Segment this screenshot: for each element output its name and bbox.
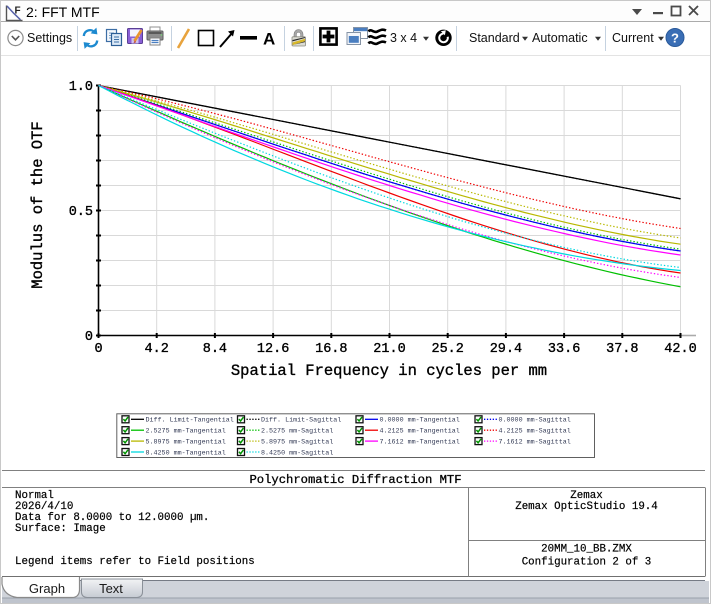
svg-text:2.5275 mm-Tangential: 2.5275 mm-Tangential [146,428,226,436]
svg-text:2.5275 mm-Sagittal: 2.5275 mm-Sagittal [261,428,333,436]
svg-text:37.8: 37.8 [606,342,638,357]
svg-text:16.8: 16.8 [315,342,347,357]
svg-text:42.0: 42.0 [664,342,696,357]
svg-text:Zemax: Zemax [570,490,602,502]
svg-text:5.8975 mm-Sagittal: 5.8975 mm-Sagittal [261,439,333,447]
svg-text:Diff. Limit-Sagittal: Diff. Limit-Sagittal [261,417,341,425]
svg-text:4.2125 mm-Sagittal: 4.2125 mm-Sagittal [499,428,571,436]
svg-text:Graph: Graph [29,581,65,596]
svg-text:20MM_10_BB.ZMX: 20MM_10_BB.ZMX [541,544,632,556]
svg-text:?: ? [671,31,679,46]
svg-text:25.2: 25.2 [431,342,463,357]
svg-text:Surface: Image: Surface: Image [15,523,106,535]
svg-text:Diff. Limit-Tangential: Diff. Limit-Tangential [146,417,234,425]
svg-text:5.8975 mm-Tangential: 5.8975 mm-Tangential [146,439,226,447]
svg-text:8.4250 mm-Sagittal: 8.4250 mm-Sagittal [261,449,333,457]
svg-text:7.1612 mm-Sagittal: 7.1612 mm-Sagittal [499,439,571,447]
svg-text:Polychromatic Diffraction MTF: Polychromatic Diffraction MTF [249,473,461,487]
svg-text:Data for 8.0000 to 12.0000 µm.: Data for 8.0000 to 12.0000 µm. [15,512,209,524]
svg-text:7.1612 mm-Tangential: 7.1612 mm-Tangential [380,439,460,447]
svg-text:Text: Text [99,581,123,596]
svg-text:0.0000 mm-Sagittal: 0.0000 mm-Sagittal [499,417,571,425]
svg-text:21.0: 21.0 [373,342,405,357]
svg-text:A: A [263,30,275,49]
svg-text:4.2125 mm-Tangential: 4.2125 mm-Tangential [380,428,460,436]
svg-text:4.2: 4.2 [145,342,169,357]
svg-text:12.6: 12.6 [257,342,289,357]
svg-text:1.0: 1.0 [69,80,93,95]
svg-text:Zemax OpticStudio 19.4: Zemax OpticStudio 19.4 [515,501,658,513]
svg-text:8.4250 mm-Tangential: 8.4250 mm-Tangential [146,449,226,457]
svg-text:0: 0 [85,330,93,345]
svg-text:Legend items refer to Field po: Legend items refer to Field positions [15,556,255,568]
svg-text:8.4: 8.4 [203,342,227,357]
svg-text:Configuration 2 of 3: Configuration 2 of 3 [522,557,652,569]
svg-text:29.4: 29.4 [490,342,522,357]
svg-text:Modulus of the OTF: Modulus of the OTF [29,121,47,288]
svg-text:0: 0 [94,342,102,357]
svg-text:F: F [15,6,21,17]
svg-text:Spatial Frequency in cycles pe: Spatial Frequency in cycles per mm [231,362,547,380]
svg-text:Normal: Normal [15,490,54,502]
svg-text:2026/4/10: 2026/4/10 [15,501,73,513]
svg-text:0.5: 0.5 [69,205,93,220]
svg-text:33.6: 33.6 [548,342,580,357]
svg-text:0.0000 mm-Tangential: 0.0000 mm-Tangential [380,417,460,425]
